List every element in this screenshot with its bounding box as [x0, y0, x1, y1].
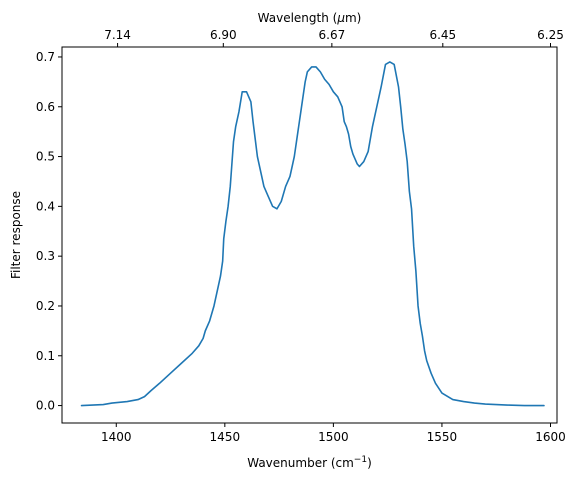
x-axis-ticks: 1400 1450 1500 1550 1600 [101, 423, 566, 444]
y-tick-label: 0.4 [36, 199, 55, 213]
y-tick-label: 0.2 [36, 299, 55, 313]
top-tick-label: 6.45 [429, 28, 456, 42]
y-tick-label: 0.7 [36, 50, 55, 64]
x-tick-label: 1400 [101, 430, 132, 444]
y-tick-label: 0.1 [36, 349, 55, 363]
axes-frame [61, 46, 558, 424]
top-tick-label: 7.14 [104, 28, 131, 42]
y-axis-title: Filter response [9, 191, 23, 279]
y-tick-label: 0.5 [36, 150, 55, 164]
y-tick-label: 0.6 [36, 100, 55, 114]
top-tick-label: 6.25 [537, 28, 564, 42]
top-tick-label: 6.67 [319, 28, 346, 42]
x-tick-label: 1500 [318, 430, 349, 444]
top-axis-ticks: 7.14 6.90 6.67 6.45 6.25 [104, 28, 564, 47]
y-tick-label: 0.0 [36, 399, 55, 413]
x-tick-label: 1550 [427, 430, 458, 444]
x-axis-title-superscript: −1 [354, 455, 367, 465]
top-axis-title-text: Wavelength ( [258, 11, 338, 25]
x-axis-title-end: ) [367, 456, 372, 470]
x-axis-title-text: Wavenumber (cm [247, 456, 354, 470]
top-axis-title-end: m) [345, 11, 361, 25]
filter-response-line [80, 61, 545, 407]
x-tick-label: 1450 [210, 430, 241, 444]
y-tick-label: 0.3 [36, 249, 55, 263]
y-axis-ticks: 0.0 0.1 0.2 0.3 0.4 0.5 0.6 0.7 [36, 50, 62, 413]
top-tick-label: 6.90 [210, 28, 237, 42]
top-axis-title: Wavelength (μm) [258, 11, 362, 25]
top-axis-title-mu: μ [336, 11, 345, 25]
series-layer [80, 61, 545, 407]
x-axis-title: Wavenumber (cm−1) [247, 455, 372, 470]
x-tick-label: 1600 [535, 430, 566, 444]
